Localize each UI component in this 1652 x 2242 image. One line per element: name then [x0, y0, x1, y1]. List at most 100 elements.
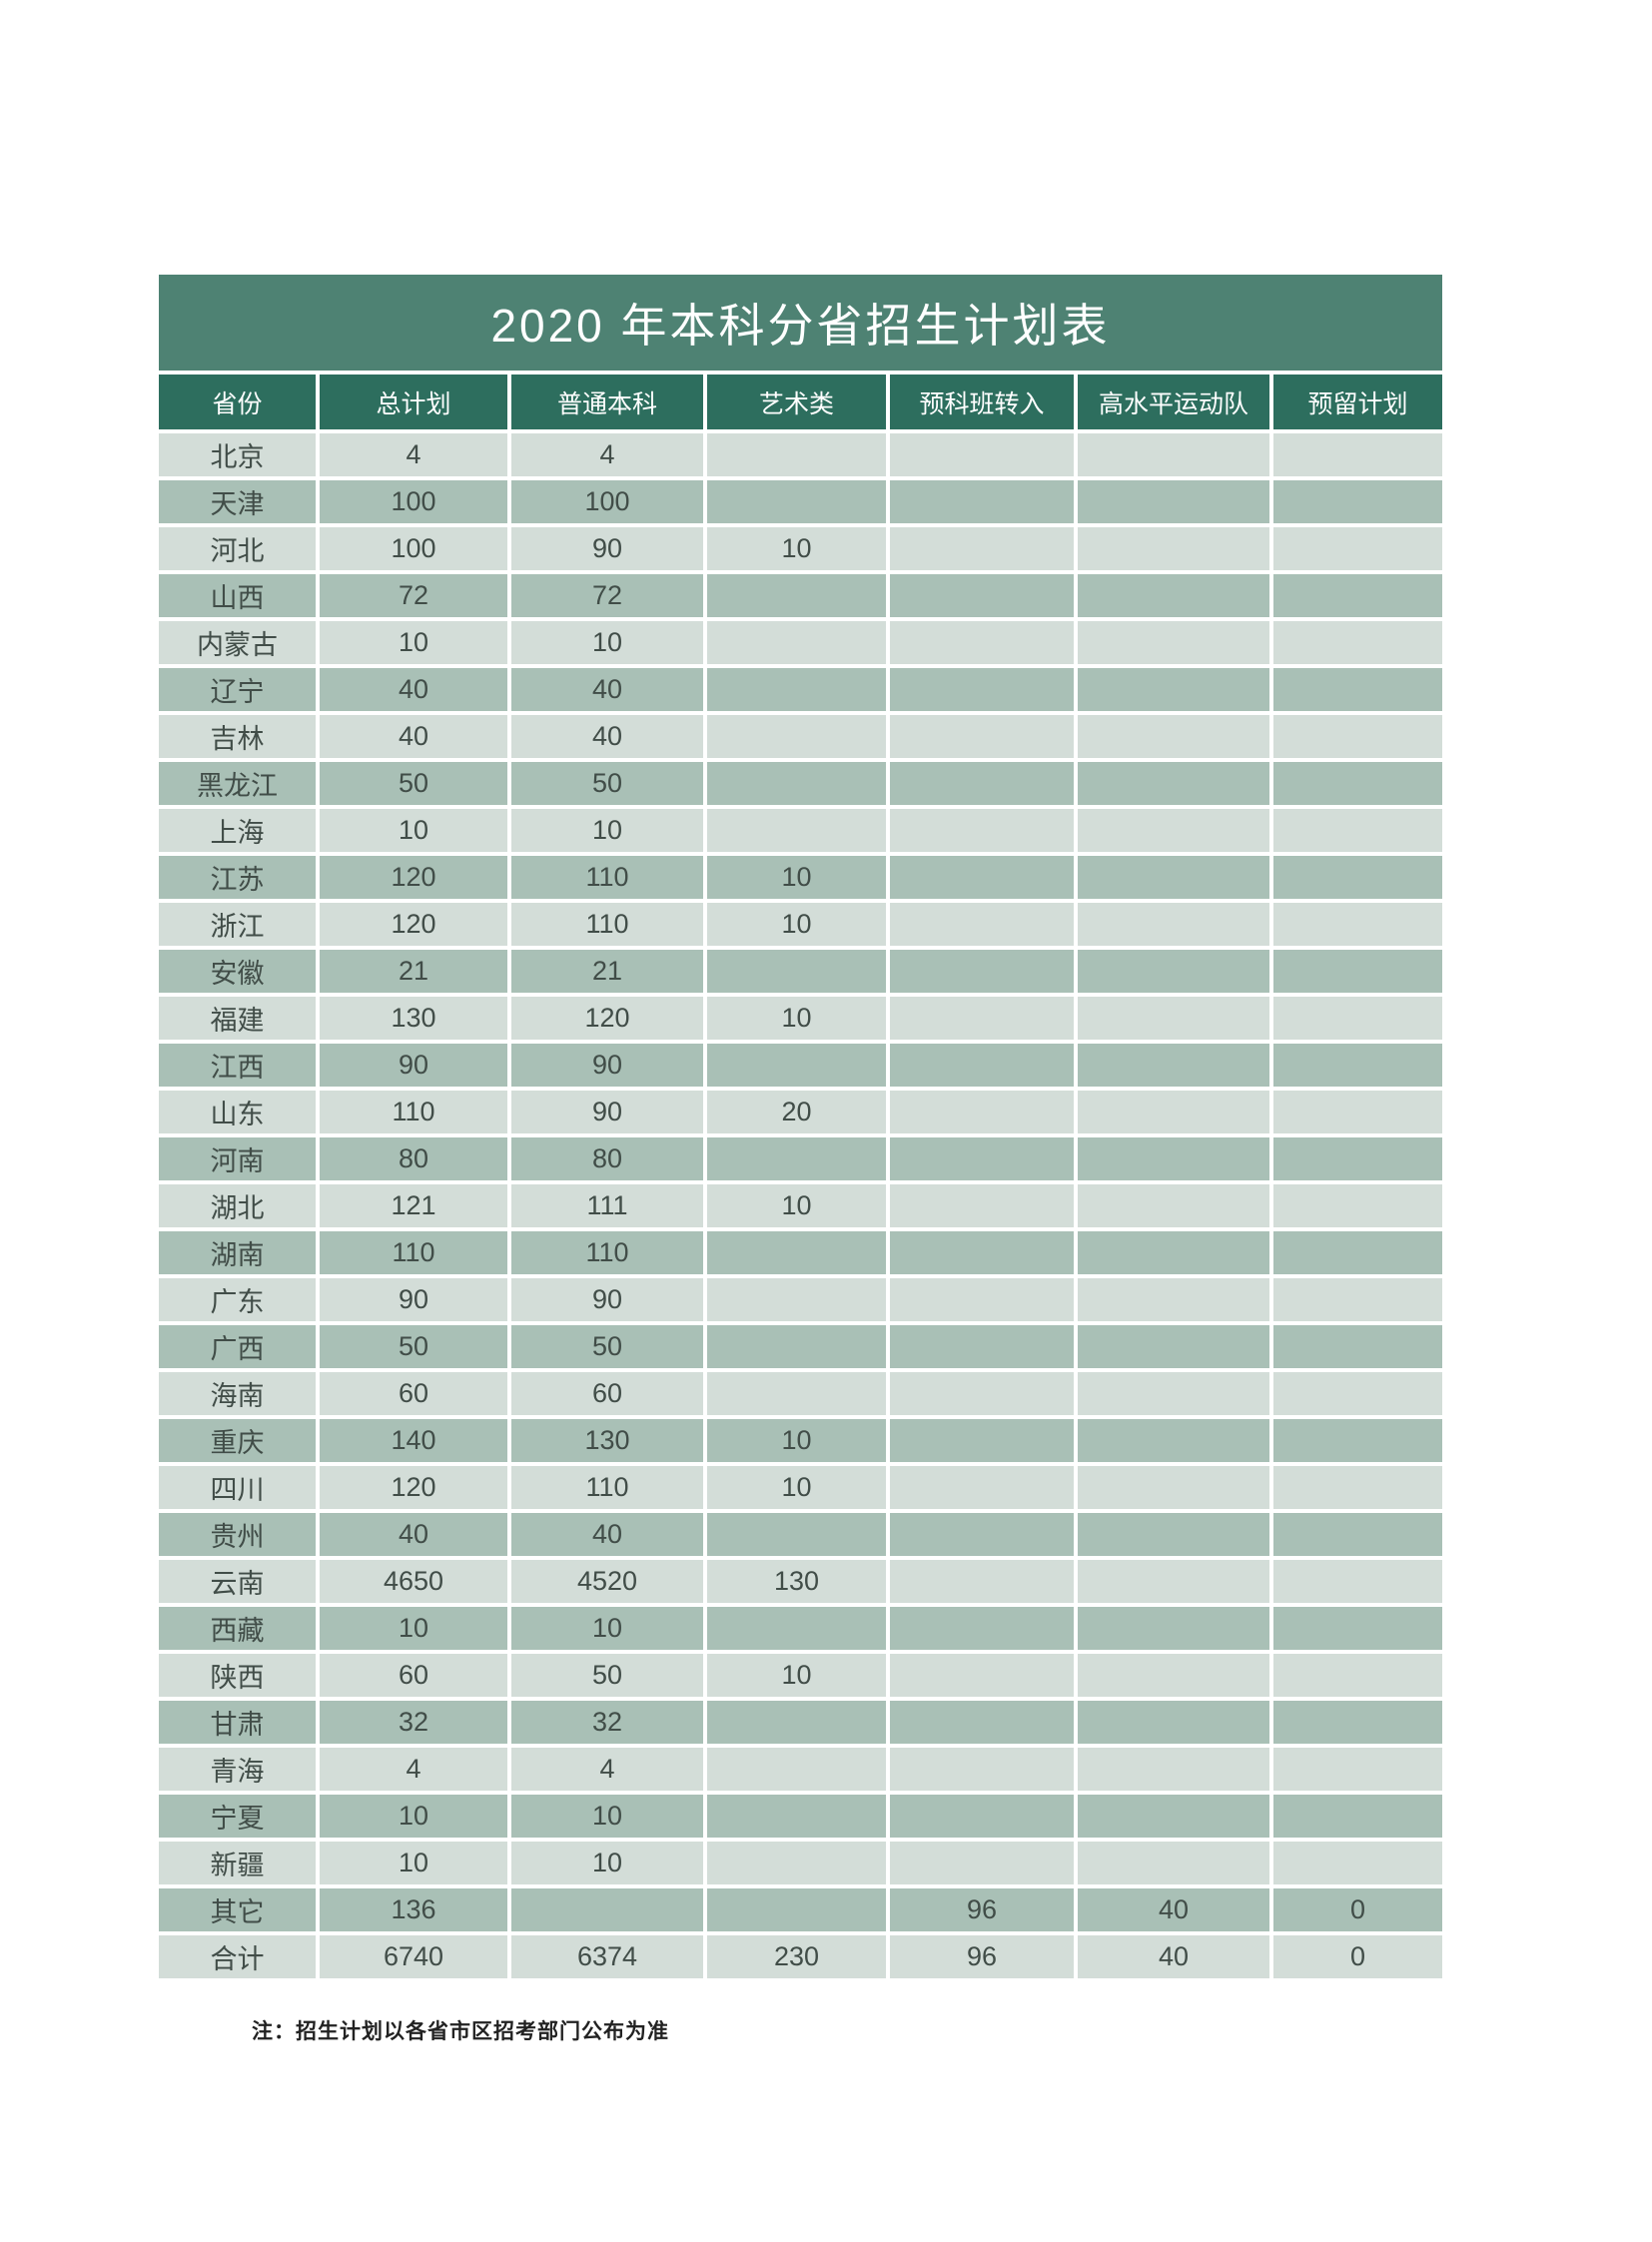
table-row: 安徽 21 21 — [159, 950, 1442, 993]
cell-value — [1078, 1325, 1269, 1368]
cell-value — [1273, 527, 1442, 570]
cell-value — [1078, 903, 1269, 946]
column-header-arts: 艺术类 — [707, 374, 886, 429]
cell-value: 50 — [320, 762, 507, 805]
cell-value: 60 — [320, 1654, 507, 1697]
cell-value: 32 — [511, 1701, 703, 1744]
cell-value — [1078, 1372, 1269, 1415]
cell-value — [890, 809, 1074, 852]
cell-value — [1273, 1231, 1442, 1274]
cell-value — [707, 762, 886, 805]
cell-value: 40 — [320, 1513, 507, 1556]
cell-value — [890, 1513, 1074, 1556]
cell-province: 安徽 — [159, 950, 316, 993]
table-row: 宁夏 10 10 — [159, 1795, 1442, 1838]
column-header-reserved-plan: 预留计划 — [1273, 374, 1442, 429]
cell-value — [890, 668, 1074, 711]
cell-value: 6740 — [320, 1935, 507, 1978]
table-row: 广西 50 50 — [159, 1325, 1442, 1368]
table-row: 广东 90 90 — [159, 1278, 1442, 1321]
cell-province: 河南 — [159, 1137, 316, 1180]
cell-value: 100 — [320, 527, 507, 570]
cell-province: 内蒙古 — [159, 621, 316, 664]
cell-value: 120 — [320, 903, 507, 946]
cell-value — [1273, 1372, 1442, 1415]
cell-value: 50 — [511, 1654, 703, 1697]
cell-value — [890, 1372, 1074, 1415]
cell-value: 100 — [511, 480, 703, 523]
cell-value — [1078, 1091, 1269, 1133]
cell-value — [890, 1701, 1074, 1744]
cell-value: 72 — [320, 574, 507, 617]
cell-value — [1273, 1795, 1442, 1838]
cell-value: 40 — [320, 715, 507, 758]
cell-value — [1273, 1748, 1442, 1791]
cell-value — [1078, 1795, 1269, 1838]
cell-value: 4 — [511, 433, 703, 476]
table-row: 江西 90 90 — [159, 1044, 1442, 1087]
column-header-regular-undergrad: 普通本科 — [511, 374, 703, 429]
table-row: 海南 60 60 — [159, 1372, 1442, 1415]
cell-province: 甘肃 — [159, 1701, 316, 1744]
cell-value — [1078, 433, 1269, 476]
cell-value: 21 — [320, 950, 507, 993]
cell-value: 10 — [511, 1842, 703, 1884]
cell-value — [707, 1888, 886, 1931]
cell-province: 广东 — [159, 1278, 316, 1321]
cell-value — [1078, 809, 1269, 852]
cell-value — [890, 574, 1074, 617]
cell-value: 110 — [320, 1091, 507, 1133]
table-row: 吉林 40 40 — [159, 715, 1442, 758]
table-row: 重庆 140 130 10 — [159, 1419, 1442, 1462]
table-row: 湖南 110 110 — [159, 1231, 1442, 1274]
cell-value: 0 — [1273, 1935, 1442, 1978]
cell-province: 湖南 — [159, 1231, 316, 1274]
cell-value — [890, 1795, 1074, 1838]
cell-value — [1078, 1607, 1269, 1650]
cell-value: 230 — [707, 1935, 886, 1978]
table-row: 天津 100 100 — [159, 480, 1442, 523]
table-row: 青海 4 4 — [159, 1748, 1442, 1791]
cell-value: 4650 — [320, 1560, 507, 1603]
table-title-banner: 2020 年本科分省招生计划表 — [159, 275, 1442, 371]
cell-value: 50 — [511, 762, 703, 805]
cell-province: 福建 — [159, 997, 316, 1040]
cell-value — [707, 480, 886, 523]
cell-province: 山东 — [159, 1091, 316, 1133]
cell-value — [890, 762, 1074, 805]
cell-province: 其它 — [159, 1888, 316, 1931]
cell-value — [1273, 715, 1442, 758]
cell-value — [707, 1137, 886, 1180]
cell-province: 黑龙江 — [159, 762, 316, 805]
cell-value — [890, 1607, 1074, 1650]
table-row: 北京 4 4 — [159, 433, 1442, 476]
cell-value — [1078, 1419, 1269, 1462]
cell-value — [707, 1795, 886, 1838]
cell-value — [1078, 1654, 1269, 1697]
cell-province: 重庆 — [159, 1419, 316, 1462]
cell-value — [1273, 621, 1442, 664]
cell-value — [707, 1607, 886, 1650]
cell-province: 河北 — [159, 527, 316, 570]
cell-value — [1273, 1654, 1442, 1697]
cell-province: 陕西 — [159, 1654, 316, 1697]
enrollment-plan-table: 省份 总计划 普通本科 艺术类 预科班转入 高水平运动队 预留计划 北京 4 4 天津… — [155, 371, 1446, 1982]
cell-value — [1273, 903, 1442, 946]
table-row: 贵州 40 40 — [159, 1513, 1442, 1556]
table-row: 河南 80 80 — [159, 1137, 1442, 1180]
cell-value: 110 — [511, 1231, 703, 1274]
cell-value: 121 — [320, 1184, 507, 1227]
table-row: 福建 130 120 10 — [159, 997, 1442, 1040]
cell-value — [1078, 762, 1269, 805]
cell-value — [707, 1748, 886, 1791]
cell-value — [1078, 480, 1269, 523]
cell-value — [1078, 950, 1269, 993]
cell-value — [707, 1701, 886, 1744]
cell-province: 青海 — [159, 1748, 316, 1791]
cell-value — [1078, 1560, 1269, 1603]
cell-value: 120 — [320, 1466, 507, 1509]
cell-value: 60 — [511, 1372, 703, 1415]
cell-value — [1078, 1748, 1269, 1791]
cell-value: 90 — [511, 1091, 703, 1133]
